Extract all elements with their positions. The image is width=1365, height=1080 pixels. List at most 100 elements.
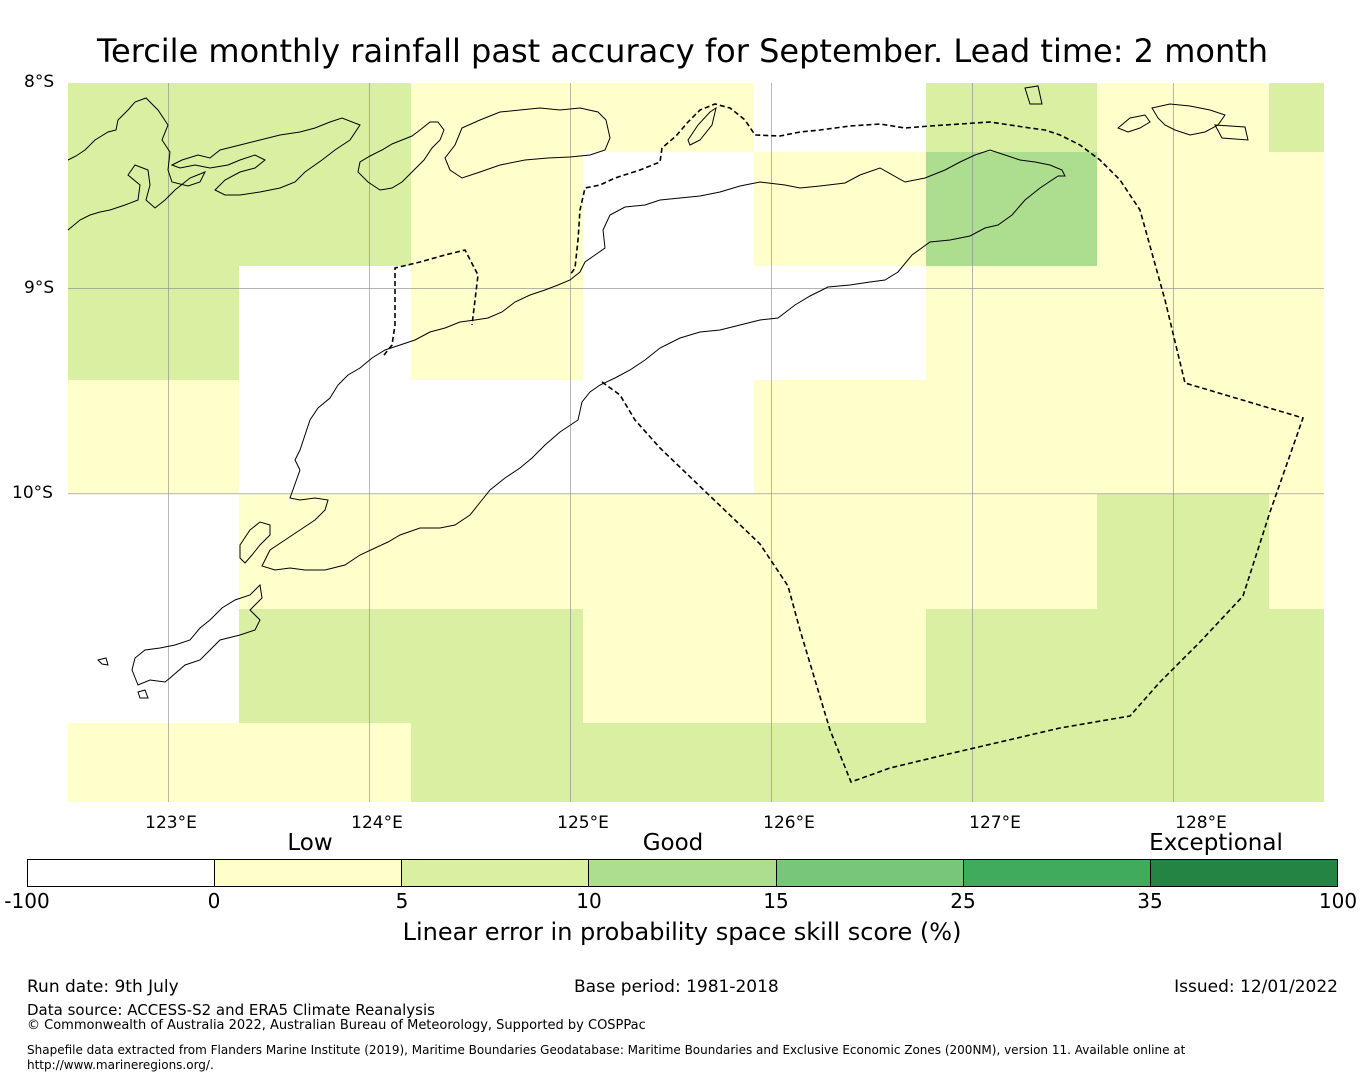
lon-label-124e: 124°E — [351, 813, 403, 833]
skill-cell — [583, 609, 754, 723]
colorbar-tick: 10 — [576, 889, 602, 913]
colorbar-tick: -100 — [4, 889, 50, 913]
eez-timor-leste-main — [569, 103, 1305, 784]
skill-cell — [239, 380, 411, 494]
skill-cell — [239, 152, 411, 266]
skill-cell — [1269, 723, 1324, 802]
skill-cell — [239, 494, 411, 609]
map-title: Tercile monthly rainfall past accuracy f… — [96, 32, 1269, 70]
skill-cell — [411, 152, 583, 266]
run-date: Run date: 9th July — [27, 977, 179, 997]
colorbar-segment — [402, 860, 590, 886]
skill-cell — [1269, 380, 1324, 494]
coastline-semau — [239, 521, 271, 564]
colorbar-label-exceptional: Exceptional — [1149, 830, 1283, 856]
coastline-east-small-2 — [1117, 114, 1151, 133]
skill-cell — [583, 494, 754, 609]
skill-cell — [411, 380, 583, 494]
coastline-east-small-4 — [1214, 124, 1249, 141]
shapefile-credit-line1: Shapefile data extracted from Flanders M… — [27, 1043, 1186, 1057]
coastline-east-small-3 — [1151, 103, 1226, 136]
colorbar-tick: 5 — [395, 889, 409, 913]
skill-cell — [754, 380, 926, 494]
lat-label-8s: 8°S — [24, 72, 55, 92]
coastline-alor — [170, 117, 361, 196]
skill-cell — [1097, 380, 1269, 494]
skill-cell — [754, 609, 926, 723]
coastline-east-small-1 — [1024, 85, 1043, 105]
colorbar-segment — [589, 860, 777, 886]
skill-cell — [68, 723, 239, 802]
skill-cell — [583, 723, 754, 802]
lon-label-125e: 125°E — [557, 813, 609, 833]
colorbar-label-low: Low — [287, 830, 333, 856]
coastline-rote — [131, 583, 263, 686]
coastline-wetar — [444, 107, 611, 179]
skill-cell — [754, 723, 926, 802]
lat-label-10s: 10°S — [12, 483, 53, 503]
skill-cell — [1097, 723, 1269, 802]
colorbar-segment — [963, 860, 1151, 886]
skill-cell — [239, 723, 411, 802]
lon-label-127e: 127°E — [969, 813, 1021, 833]
colorbar-segment — [1150, 860, 1337, 886]
skill-cell — [411, 494, 583, 609]
copyright: © Commonwealth of Australia 2022, Austra… — [27, 1018, 646, 1033]
skill-cell — [583, 83, 754, 152]
coastline-dana — [137, 689, 149, 699]
issued-date: Issued: 12/01/2022 — [1174, 977, 1338, 997]
coastline-atauro — [357, 121, 445, 191]
skill-cell — [1097, 609, 1269, 723]
skill-cell — [583, 266, 754, 380]
shapefile-credit-line2: http://www.marineregions.org/. — [27, 1058, 214, 1072]
skill-cell — [1097, 266, 1269, 380]
skill-cell — [411, 83, 583, 152]
skill-cell — [926, 152, 1097, 266]
skill-cell — [1269, 152, 1324, 266]
skill-cell — [239, 266, 411, 380]
skill-cell — [68, 609, 239, 723]
colorbar-tick: 25 — [950, 889, 976, 913]
colorbar-label-good: Good — [642, 830, 704, 856]
skill-cell — [1097, 494, 1269, 609]
skill-cell — [239, 609, 411, 723]
data-source: Data source: ACCESS-S2 and ERA5 Climate … — [27, 1001, 435, 1019]
skill-cell — [68, 83, 239, 152]
colorbar-tick: 0 — [207, 889, 221, 913]
skill-cell — [68, 380, 239, 494]
coastline — [67, 85, 1249, 699]
lon-label-126e: 126°E — [763, 813, 815, 833]
skill-cell — [411, 266, 583, 380]
colorbar-tick: 100 — [1318, 889, 1358, 913]
lon-label-123e: 123°E — [145, 813, 197, 833]
skill-cell — [411, 723, 583, 802]
skill-cell — [926, 723, 1097, 802]
skill-cell — [754, 494, 926, 609]
coastline-wetar-east — [687, 106, 717, 146]
skill-cell — [926, 380, 1097, 494]
skill-cell — [239, 83, 411, 152]
skill-grid-cells — [68, 83, 1324, 802]
skill-cell — [583, 380, 754, 494]
skill-cell — [583, 152, 754, 266]
skill-cell — [1269, 83, 1324, 152]
colorbar-segment — [215, 860, 403, 886]
colorbar-tick: 15 — [763, 889, 789, 913]
colorbar-tick: 35 — [1137, 889, 1163, 913]
coastline-timor-north — [294, 149, 1066, 471]
colorbar-segment — [28, 860, 216, 886]
maritime-boundary — [383, 103, 1305, 784]
colorbar-segment — [776, 860, 964, 886]
lat-label-9s: 9°S — [24, 278, 55, 298]
skill-cell — [926, 609, 1097, 723]
colorbar — [27, 859, 1338, 887]
skill-cell — [1269, 494, 1324, 609]
skill-cell — [1269, 609, 1324, 723]
base-period: Base period: 1981-2018 — [574, 977, 779, 997]
skill-cell — [1097, 152, 1269, 266]
skill-cell — [411, 609, 583, 723]
lon-label-128e: 128°E — [1175, 813, 1227, 833]
eez-oecusse — [383, 249, 479, 356]
coastline-flores-alor — [67, 97, 207, 231]
